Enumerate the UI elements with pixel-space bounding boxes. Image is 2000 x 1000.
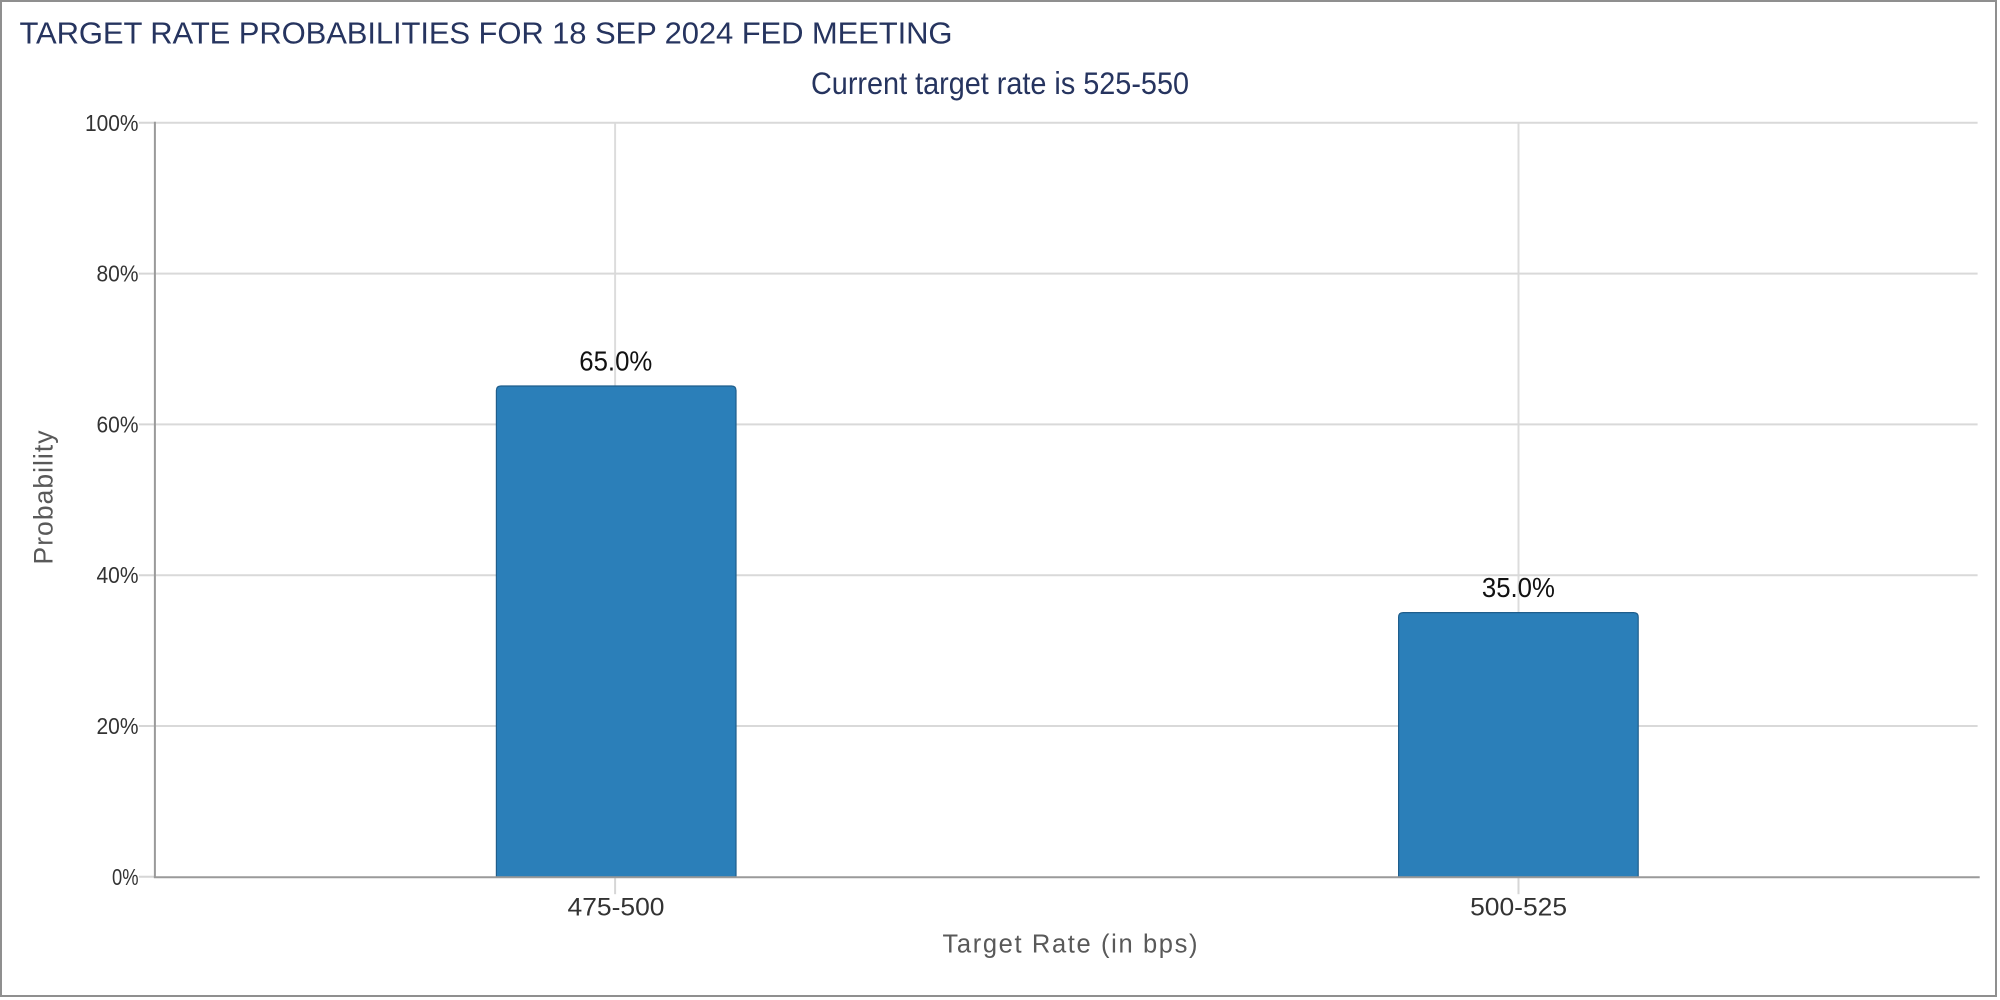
svg-text:TARGET RATE PROBABILITIES FOR: TARGET RATE PROBABILITIES FOR 18 SEP 202…: [20, 15, 953, 50]
svg-text:40%: 40%: [97, 562, 139, 588]
svg-text:Target Rate (in bps): Target Rate (in bps): [943, 930, 1198, 958]
svg-text:80%: 80%: [97, 261, 139, 287]
svg-text:500-525: 500-525: [1470, 894, 1567, 922]
svg-text:60%: 60%: [97, 411, 139, 437]
svg-text:65.0%: 65.0%: [579, 346, 652, 377]
svg-text:Current target rate is 525-550: Current target rate is 525-550: [811, 65, 1189, 101]
svg-text:35.0%: 35.0%: [1482, 572, 1555, 603]
svg-text:0%: 0%: [112, 864, 139, 890]
svg-text:20%: 20%: [97, 713, 139, 739]
svg-text:100%: 100%: [85, 110, 139, 136]
svg-text:475-500: 475-500: [568, 894, 665, 922]
svg-text:Probability: Probability: [28, 430, 58, 565]
